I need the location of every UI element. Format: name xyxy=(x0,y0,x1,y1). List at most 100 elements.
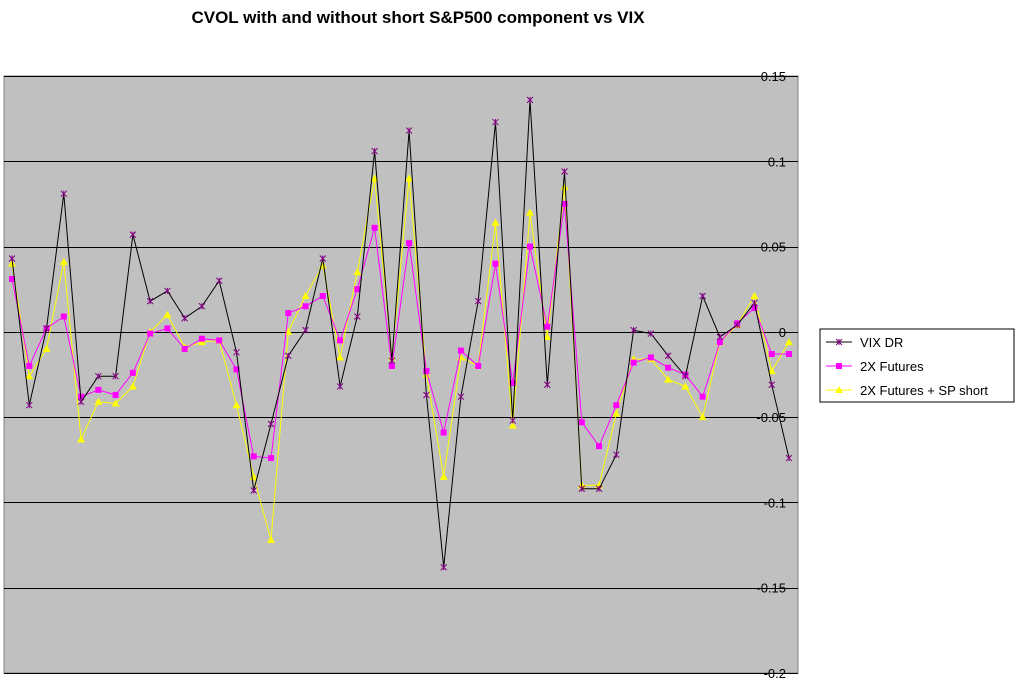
data-point xyxy=(439,472,448,480)
data-point xyxy=(267,420,275,428)
data-point xyxy=(112,372,119,380)
data-point xyxy=(716,333,724,341)
data-point xyxy=(612,409,621,417)
series-line xyxy=(11,99,790,568)
data-point xyxy=(147,330,154,337)
data-point xyxy=(94,397,103,405)
data-point xyxy=(336,383,344,390)
data-point xyxy=(526,96,534,104)
data-point xyxy=(440,563,448,571)
data-point xyxy=(233,366,240,373)
data-point xyxy=(353,313,361,320)
data-point xyxy=(785,454,793,462)
data-point xyxy=(405,127,413,134)
data-point xyxy=(664,375,673,383)
data-point xyxy=(336,353,345,361)
data-point xyxy=(198,302,206,310)
data-point xyxy=(681,382,690,390)
legend-item: 2X Futures + SP short xyxy=(826,383,988,398)
y-tick-label: -0.15 xyxy=(756,581,786,596)
data-point xyxy=(647,354,654,361)
y-tick-label: 0.05 xyxy=(761,240,786,255)
data-point xyxy=(268,455,274,462)
data-point xyxy=(474,297,482,305)
plot-area xyxy=(3,75,799,674)
series-line xyxy=(11,178,790,541)
data-point xyxy=(836,363,842,369)
data-point xyxy=(337,337,344,344)
data-point xyxy=(216,337,223,344)
legend-item: VIX DR xyxy=(826,335,903,350)
data-point xyxy=(526,208,534,216)
chart-title: CVOL with and without short S&P500 compo… xyxy=(191,8,645,27)
data-point xyxy=(59,257,68,265)
data-point xyxy=(578,485,586,493)
data-point xyxy=(492,118,499,126)
data-point xyxy=(664,352,672,360)
data-point xyxy=(43,325,50,332)
data-point xyxy=(128,382,137,390)
data-point xyxy=(561,200,568,207)
data-point xyxy=(612,451,620,459)
series-vix-dr xyxy=(8,96,793,571)
data-point xyxy=(835,338,843,346)
data-point xyxy=(232,401,241,409)
data-point xyxy=(8,255,16,262)
data-point xyxy=(596,443,603,450)
legend-box xyxy=(819,328,1015,403)
data-point xyxy=(475,362,482,369)
data-point xyxy=(716,339,723,346)
data-point xyxy=(578,419,585,426)
data-point xyxy=(406,240,413,247)
data-point xyxy=(129,369,136,376)
y-tick-label: 0.15 xyxy=(761,69,786,84)
data-point xyxy=(508,421,517,429)
data-point xyxy=(699,393,706,400)
data-point xyxy=(785,338,793,346)
data-point xyxy=(215,277,223,285)
data-point xyxy=(699,292,707,300)
data-point xyxy=(768,381,776,389)
series-layer xyxy=(8,96,793,571)
data-point xyxy=(319,255,327,262)
data-point xyxy=(527,243,533,250)
data-point xyxy=(440,429,447,436)
data-point xyxy=(544,323,551,330)
data-point xyxy=(561,168,568,175)
series-line xyxy=(11,203,789,459)
y-tick-label: -0.1 xyxy=(764,495,786,510)
data-point xyxy=(95,386,102,393)
data-point xyxy=(60,190,68,198)
data-point xyxy=(302,326,309,334)
legend-item: 2X Futures xyxy=(826,359,924,374)
data-point xyxy=(613,402,620,409)
data-point xyxy=(509,417,517,424)
data-point xyxy=(302,303,309,310)
data-point xyxy=(751,299,758,307)
data-point xyxy=(767,367,776,375)
data-point xyxy=(301,292,310,300)
data-point xyxy=(164,325,171,332)
data-point xyxy=(25,372,34,380)
data-point xyxy=(163,310,172,318)
data-point xyxy=(129,231,137,238)
data-point xyxy=(284,352,292,360)
data-point xyxy=(233,348,240,356)
data-point xyxy=(491,218,500,226)
data-point xyxy=(630,359,637,366)
data-point xyxy=(285,310,292,317)
data-point xyxy=(595,485,603,493)
data-point xyxy=(371,224,378,231)
y-tick-label: -0.2 xyxy=(764,666,786,681)
y-tick-label: 0.1 xyxy=(768,154,786,169)
data-point xyxy=(492,260,499,267)
data-point xyxy=(423,391,430,399)
data-point xyxy=(835,386,843,393)
y-tick-label: 0 xyxy=(779,325,786,340)
data-point xyxy=(457,347,464,354)
legend: VIX DR 2X Futures 2X Futures + SP short xyxy=(819,328,1015,403)
data-point xyxy=(388,362,395,369)
data-point xyxy=(25,401,33,409)
data-point xyxy=(682,372,689,380)
